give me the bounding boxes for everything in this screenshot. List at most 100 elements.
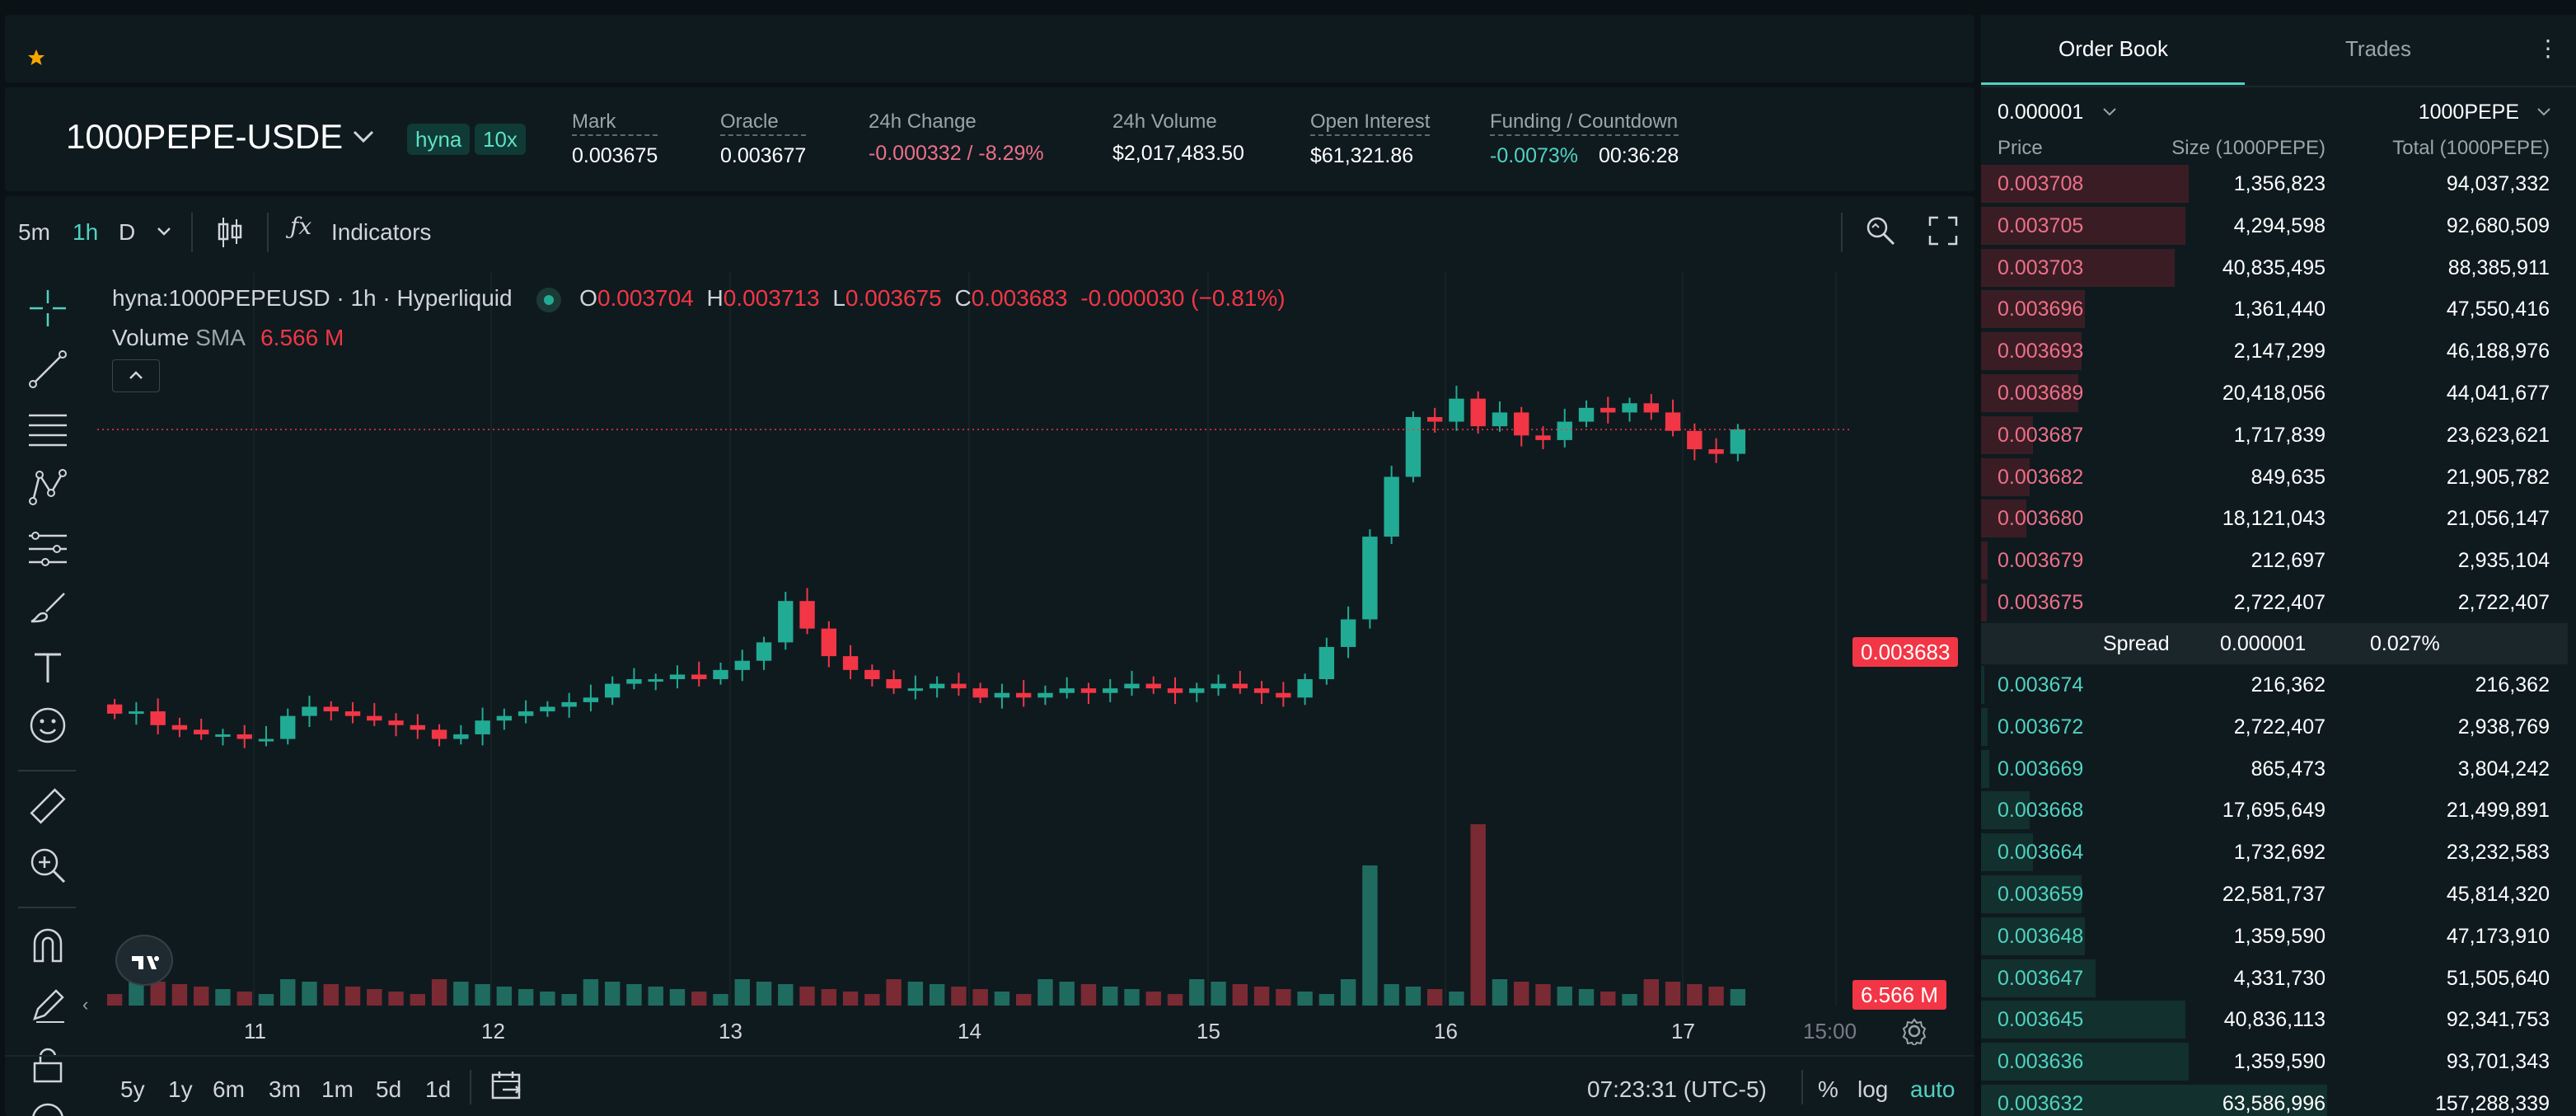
trend-line-icon[interactable] [25, 346, 71, 392]
chevron-left-icon[interactable]: ‹ [82, 994, 89, 1015]
volume-bars [106, 824, 1746, 1006]
indicators-icon[interactable]: ƒx [290, 213, 312, 240]
bid-row[interactable]: 0.003648 1,359,590 47,173,910 [1981, 916, 2576, 957]
ask-row[interactable]: 0.003687 1,717,839 23,623,621 [1981, 415, 2576, 456]
row-price: 0.003696 [1998, 298, 2084, 321]
bid-row[interactable]: 0.003632 63,586,996 157,288,339 [1981, 1083, 2576, 1116]
volume-bar [1145, 992, 1161, 1006]
bid-row[interactable]: 0.003659 22,581,737 45,814,320 [1981, 874, 2576, 915]
bid-row[interactable]: 0.003664 1,732,692 23,232,583 [1981, 832, 2576, 873]
bid-row[interactable]: 0.003636 1,359,590 93,701,343 [1981, 1041, 2576, 1082]
ask-row[interactable]: 0.003680 18,121,043 21,056,147 [1981, 498, 2576, 539]
ask-row[interactable]: 0.003705 4,294,598 92,680,509 [1981, 205, 2576, 246]
row-price: 0.003705 [1998, 213, 2084, 237]
date-range-icon[interactable] [489, 1070, 526, 1107]
stat-label[interactable]: Open Interest [1310, 110, 1431, 136]
ask-row[interactable]: 0.003703 40,835,495 88,385,911 [1981, 247, 2576, 288]
row-size: 2,722,407 [2233, 715, 2325, 739]
interval-d[interactable]: D [119, 219, 136, 245]
interval-5m[interactable]: 5m [18, 219, 50, 245]
candle-body [1318, 646, 1335, 679]
percent-scale-toggle[interactable]: % [1818, 1076, 1838, 1102]
stat-label: 24h Volume [1112, 110, 1217, 133]
lock-icon[interactable] [25, 1042, 71, 1088]
collapse-legend-button[interactable] [112, 359, 160, 392]
stat-open-interest: Open Interest $61,321.86 [1310, 110, 1431, 168]
ask-row[interactable]: 0.003675 2,722,407 2,722,407 [1981, 582, 2576, 623]
candle-body [1253, 688, 1270, 693]
candlestick-type-icon[interactable] [216, 216, 244, 255]
depth-bar [1981, 415, 2033, 454]
bid-row[interactable]: 0.003672 2,722,407 2,938,769 [1981, 706, 2576, 748]
candle-body [951, 683, 967, 689]
candle-body [258, 739, 274, 742]
candle-body [1708, 449, 1724, 454]
star-icon[interactable] [26, 48, 46, 72]
tick-size-select[interactable]: 0.000001 [1998, 101, 2119, 124]
range-1m[interactable]: 1m [321, 1076, 354, 1102]
settings-gear-icon[interactable] [1900, 1017, 1928, 1049]
ruler-tool-icon[interactable] [25, 783, 71, 829]
volume-bar [1037, 979, 1053, 1006]
unit-select[interactable]: 1000PEPE [2419, 101, 2553, 124]
brush-tool-icon[interactable] [25, 585, 71, 631]
candle-body [1514, 412, 1529, 436]
range-5d[interactable]: 5d [376, 1076, 402, 1102]
search-zoom-icon[interactable] [1864, 214, 1897, 253]
stat-label[interactable]: Oracle [720, 110, 807, 136]
ask-row[interactable]: 0.003682 849,635 21,905,782 [1981, 457, 2576, 498]
candle-body [669, 674, 686, 679]
tab-order-book[interactable]: Order Book [2058, 36, 2168, 61]
ask-row[interactable]: 0.003708 1,356,823 94,037,332 [1981, 163, 2576, 204]
indicators-button[interactable]: Indicators [331, 219, 432, 245]
log-scale-toggle[interactable]: log [1857, 1076, 1889, 1102]
ask-row[interactable]: 0.003689 20,418,056 44,041,677 [1981, 373, 2576, 414]
stat-label[interactable]: Funding / Countdown [1490, 110, 1679, 136]
volume-bar [669, 989, 686, 1006]
bid-row[interactable]: 0.003674 216,362 216,362 [1981, 664, 2576, 706]
chevron-down-icon[interactable] [155, 219, 173, 246]
ask-row[interactable]: 0.003693 2,147,299 46,188,976 [1981, 331, 2576, 372]
ask-row[interactable]: 0.003696 1,361,440 47,550,416 [1981, 288, 2576, 330]
chevron-down-icon[interactable] [351, 129, 376, 149]
volume-bar [907, 982, 924, 1006]
pair-selector[interactable]: 1000PEPE-USDE [66, 117, 344, 156]
horizontal-lines-icon[interactable] [25, 406, 71, 452]
auto-scale-toggle[interactable]: auto [1910, 1076, 1955, 1102]
candle-body [475, 720, 490, 734]
magnet-icon[interactable] [25, 923, 71, 969]
bid-row[interactable]: 0.003668 17,695,649 21,499,891 [1981, 790, 2576, 831]
price-chart[interactable] [97, 272, 1852, 1010]
leverage-badge[interactable]: 10x [475, 124, 526, 155]
range-1y[interactable]: 1y [168, 1076, 193, 1102]
x-axis-label: 16 [1434, 1019, 1458, 1043]
tab-trades[interactable]: Trades [2345, 36, 2411, 61]
eye-icon[interactable] [25, 1096, 71, 1116]
range-5y[interactable]: 5y [120, 1076, 145, 1102]
stat-label[interactable]: Mark [572, 110, 658, 136]
row-size: 1,359,590 [2233, 1050, 2325, 1074]
bid-row[interactable]: 0.003647 4,331,730 51,505,640 [1981, 958, 2576, 999]
clock[interactable]: 07:23:31 (UTC-5) [1587, 1076, 1767, 1102]
candle-body [1643, 403, 1660, 413]
fib-tool-icon[interactable] [25, 526, 71, 572]
x-axis-label: 11 [244, 1019, 266, 1043]
divider [267, 213, 269, 252]
text-tool-icon[interactable] [25, 645, 71, 691]
range-6m[interactable]: 6m [213, 1076, 245, 1102]
market-status-icon [536, 287, 562, 312]
fullscreen-icon[interactable] [1928, 216, 1958, 251]
range-1d[interactable]: 1d [425, 1076, 452, 1102]
ask-row[interactable]: 0.003679 212,697 2,935,104 [1981, 540, 2576, 581]
pattern-tool-icon[interactable] [25, 465, 71, 511]
interval-1h[interactable]: 1h [73, 219, 99, 245]
zoom-in-icon[interactable] [25, 842, 71, 889]
tradingview-logo-icon[interactable] [115, 935, 173, 986]
emoji-tool-icon[interactable] [25, 702, 71, 748]
range-3m[interactable]: 3m [269, 1076, 301, 1102]
crosshair-tool-icon[interactable] [25, 285, 71, 331]
more-options-icon[interactable]: ⋮ [2536, 35, 2560, 61]
bid-row[interactable]: 0.003669 865,473 3,804,242 [1981, 748, 2576, 790]
draw-mode-icon[interactable] [25, 982, 71, 1029]
bid-row[interactable]: 0.003645 40,836,113 92,341,753 [1981, 999, 2576, 1040]
